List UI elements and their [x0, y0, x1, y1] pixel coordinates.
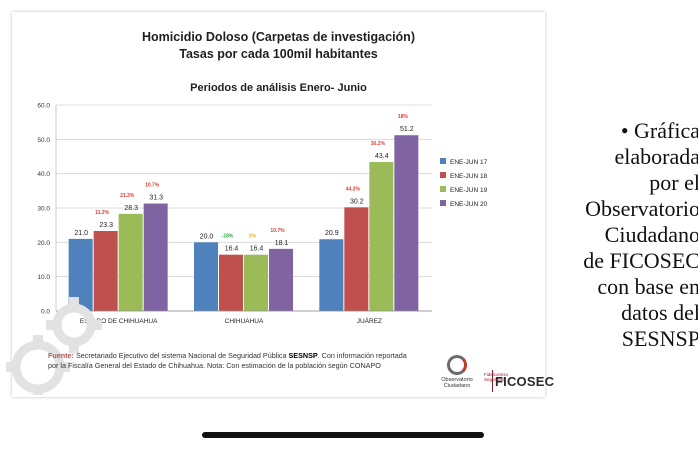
- change-annotation: 18%: [398, 114, 409, 120]
- y-tick-label: 40.0: [37, 171, 50, 178]
- bar: [93, 231, 118, 311]
- legend-swatch: [440, 200, 446, 206]
- bar: [394, 135, 419, 311]
- legend-swatch: [440, 172, 446, 178]
- y-tick-label: 30.0: [37, 206, 50, 213]
- caption-line: Ciudadano: [604, 222, 698, 247]
- x-tick-label: CHIHUAHUA: [225, 318, 264, 325]
- caption-line: por el: [649, 170, 698, 195]
- observatorio-logo-text: Observatorio Ciudadano: [441, 377, 473, 389]
- data-label: 16.4: [250, 246, 264, 253]
- change-annotation: -18%: [222, 234, 234, 240]
- change-annotation: 44.2%: [346, 186, 361, 192]
- ficosec-logo: FICOSEC: [495, 374, 555, 389]
- data-label: 43.4: [375, 153, 389, 160]
- change-annotation: 10.7%: [145, 183, 160, 189]
- bar: [344, 207, 369, 311]
- change-annotation: 10.7%: [270, 228, 285, 234]
- slide-subtitle: Tasas por cada 100mil habitantes: [179, 47, 378, 61]
- bar: [194, 242, 218, 311]
- legend-swatch: [440, 186, 446, 192]
- legend-label: ENE-JUN 19: [450, 187, 488, 194]
- data-label: 31.3: [149, 195, 163, 202]
- bar: [319, 239, 344, 311]
- caption-line: de FICOSEC: [583, 248, 698, 273]
- bar: [244, 254, 268, 311]
- slide-title: Homicidio Doloso (Carpetas de investigac…: [142, 30, 415, 44]
- y-tick-label: 60.0: [37, 103, 50, 110]
- change-annotation: 11.2%: [95, 210, 109, 216]
- data-label: 16.4: [225, 246, 239, 253]
- ficosec-logo-small-text: Fideicomiso Seguridad: [484, 372, 509, 382]
- change-annotation: 30.2%: [371, 141, 386, 147]
- data-label: 20.9: [325, 230, 339, 237]
- bar: [143, 203, 168, 311]
- change-annotation: 0%: [249, 234, 257, 240]
- caption-line: SESNSP: [621, 326, 698, 351]
- y-tick-label: 50.0: [37, 137, 50, 144]
- bar: [118, 213, 143, 311]
- legend-label: ENE-JUN 20: [450, 201, 488, 208]
- caption-line: con base en: [597, 274, 698, 299]
- bar: [369, 161, 394, 311]
- source-org: SESNSP: [288, 351, 318, 360]
- bar: [269, 248, 293, 311]
- caption-line: Observatorio: [585, 196, 698, 221]
- change-annotation: 21.3%: [120, 193, 135, 199]
- source-text: Secretariado Ejecutivo del sistema Nacio…: [73, 351, 289, 360]
- data-label: 28.3: [124, 205, 138, 212]
- ficosec-logo-bar: [492, 370, 493, 392]
- data-label: 30.2: [350, 198, 364, 205]
- legend-label: ENE-JUN 17: [450, 159, 488, 166]
- x-tick-label: JUÁREZ: [357, 316, 382, 325]
- chart-title: Periodos de análisis Enero- Junio: [190, 82, 367, 94]
- data-label: 51.2: [400, 126, 414, 133]
- bar: [219, 254, 243, 311]
- source-note: Fuente: Secretariado Ejecutivo del siste…: [48, 351, 408, 371]
- caption-line: datos del: [621, 300, 698, 325]
- y-tick-label: 20.0: [37, 240, 50, 247]
- x-tick-label: ESTADO DE CHIHUAHUA: [80, 318, 158, 325]
- source-text-2: . Con información reportada por la Fisca…: [48, 351, 407, 370]
- legend-swatch: [440, 158, 446, 164]
- data-label: 23.3: [99, 222, 113, 229]
- observatorio-logo: Observatorio Ciudadano: [437, 355, 477, 389]
- data-label: 18.1: [275, 240, 289, 247]
- chart-slide: Homicidio Doloso (Carpetas de investigac…: [6, 12, 554, 397]
- gear-icon: [6, 297, 102, 395]
- legend-label: ENE-JUN 18: [450, 173, 488, 180]
- y-tick-label: 0.0: [41, 309, 50, 316]
- bar-chart: 0.0 10.0 20.0 30.0 40.0 50.0 60.0 21.0 23.3 28.3 3…: [37, 103, 488, 326]
- data-label: 21.0: [74, 230, 88, 237]
- caption-line: • Gráfica: [620, 118, 698, 143]
- source-label: Fuente:: [48, 351, 74, 360]
- y-tick-label: 10.0: [37, 274, 50, 281]
- caption-text: • Gráfica elaborada por el Observatorio Ciud…: [540, 118, 698, 352]
- caption-line: elaborada: [614, 144, 698, 169]
- observatorio-logo-icon: [447, 355, 467, 375]
- home-indicator[interactable]: [202, 432, 484, 438]
- data-label: 20.0: [200, 233, 214, 240]
